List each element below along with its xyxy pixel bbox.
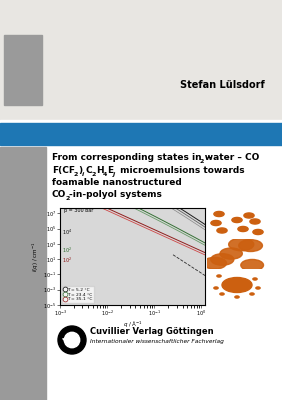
Text: –: –: [204, 153, 212, 162]
Text: H: H: [96, 166, 103, 175]
Circle shape: [249, 292, 255, 296]
Text: 2: 2: [65, 196, 69, 201]
Circle shape: [250, 219, 260, 224]
Circle shape: [232, 218, 242, 222]
Circle shape: [234, 296, 240, 298]
Circle shape: [235, 296, 239, 298]
Circle shape: [217, 275, 221, 277]
Text: E: E: [107, 166, 113, 175]
Text: Cuvillier Verlag Göttingen: Cuvillier Verlag Göttingen: [90, 328, 214, 336]
Circle shape: [215, 227, 229, 234]
Text: F(CF: F(CF: [52, 166, 75, 175]
Circle shape: [243, 212, 255, 219]
Bar: [0, 0, 282, 120]
Circle shape: [229, 238, 254, 251]
Text: 4: 4: [103, 172, 107, 177]
Text: $10^2$: $10^2$: [62, 246, 72, 255]
Text: ): ): [78, 166, 82, 175]
Bar: [0, 123, 282, 145]
Text: i: i: [82, 172, 84, 177]
Circle shape: [238, 226, 248, 232]
Legend: T = 5.2 °C, T = 23.4 °C, T = 35.1 °C: T = 5.2 °C, T = 23.4 °C, T = 35.1 °C: [62, 286, 94, 303]
Text: 2: 2: [200, 159, 204, 164]
Circle shape: [253, 230, 263, 234]
Circle shape: [212, 211, 226, 217]
Circle shape: [251, 229, 265, 235]
Circle shape: [214, 212, 224, 216]
Circle shape: [236, 226, 250, 232]
Text: 2: 2: [92, 172, 96, 177]
Bar: [0, 147, 46, 400]
Circle shape: [253, 278, 257, 280]
Circle shape: [220, 293, 224, 295]
Text: From corresponding states in water – CO: From corresponding states in water – CO: [52, 153, 259, 162]
Bar: [4, 35, 42, 105]
Circle shape: [214, 287, 218, 289]
Text: p = 300 bar: p = 300 bar: [64, 208, 93, 213]
Circle shape: [241, 260, 263, 271]
Text: $10^2$: $10^2$: [62, 255, 72, 264]
Text: 2: 2: [74, 172, 78, 177]
X-axis label: $q$ / Å$^{-1}$: $q$ / Å$^{-1}$: [122, 320, 142, 330]
Text: j: j: [113, 172, 115, 177]
Circle shape: [252, 278, 258, 280]
Text: Internationaler wissenschaftlicher Fachverlag: Internationaler wissenschaftlicher Fachv…: [90, 340, 224, 344]
Text: C: C: [86, 166, 92, 175]
Circle shape: [222, 278, 252, 292]
Circle shape: [217, 228, 227, 233]
Circle shape: [239, 240, 263, 252]
Circle shape: [248, 218, 262, 225]
Text: $10^4$: $10^4$: [62, 228, 72, 237]
Circle shape: [244, 213, 254, 218]
Circle shape: [210, 220, 222, 226]
Circle shape: [230, 217, 244, 223]
Text: microemulsions towards: microemulsions towards: [117, 166, 244, 175]
Circle shape: [203, 257, 226, 269]
Text: foamable nanostructured: foamable nanostructured: [52, 178, 182, 187]
Circle shape: [213, 286, 219, 290]
Y-axis label: $I(q)$ / cm$^{-1}$: $I(q)$ / cm$^{-1}$: [31, 241, 41, 272]
Circle shape: [216, 274, 222, 278]
Text: -in-polyol systems: -in-polyol systems: [69, 190, 162, 199]
Circle shape: [256, 287, 260, 289]
Circle shape: [211, 220, 221, 226]
Circle shape: [255, 286, 261, 290]
Circle shape: [64, 332, 80, 348]
Circle shape: [250, 293, 254, 295]
Circle shape: [220, 248, 242, 259]
Circle shape: [211, 254, 234, 265]
Text: CO: CO: [52, 190, 66, 199]
Circle shape: [219, 292, 225, 296]
Text: Stefan Lülsdorf: Stefan Lülsdorf: [180, 80, 265, 90]
Circle shape: [58, 326, 86, 354]
Bar: [0, 120, 282, 400]
